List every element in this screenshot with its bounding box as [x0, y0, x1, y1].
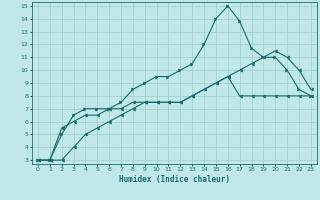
X-axis label: Humidex (Indice chaleur): Humidex (Indice chaleur): [119, 175, 230, 184]
